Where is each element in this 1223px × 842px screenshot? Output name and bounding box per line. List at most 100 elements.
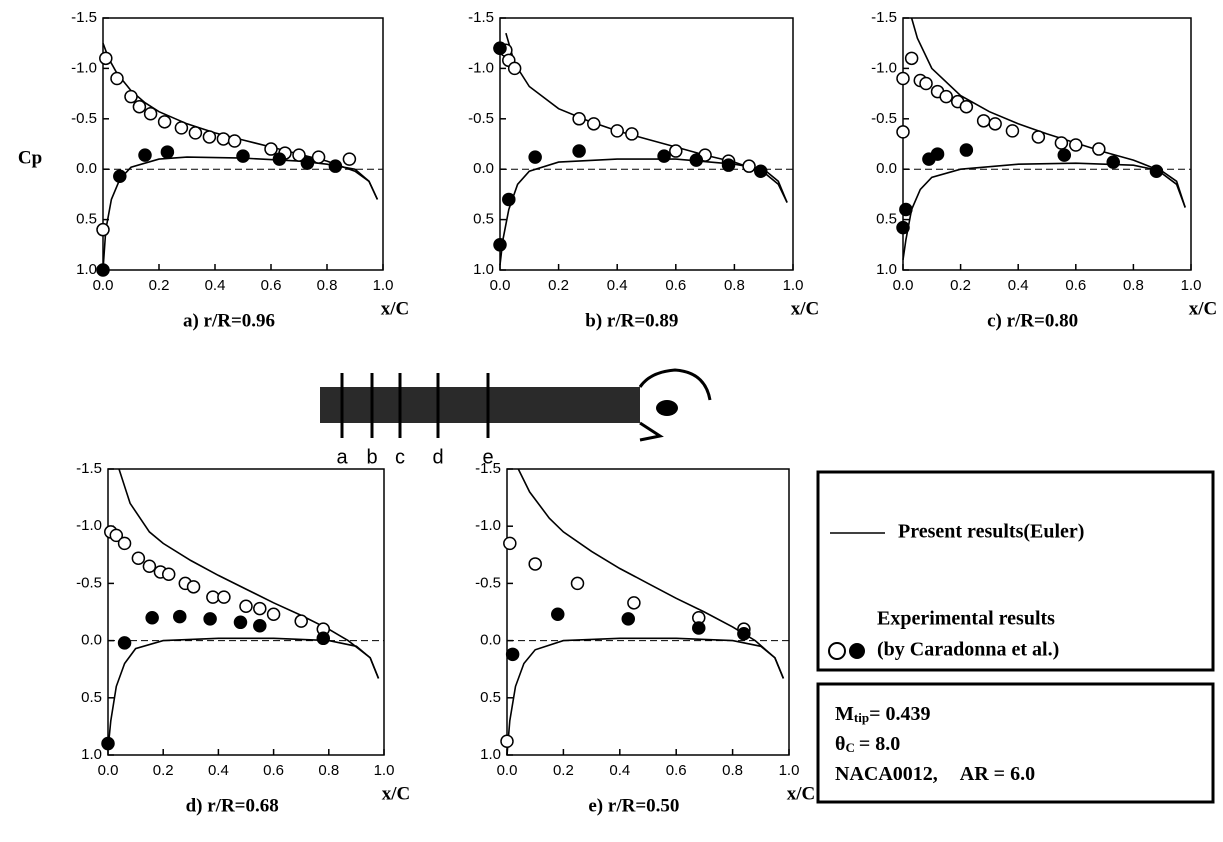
x-tick-label: 1.0 [1181, 277, 1202, 294]
filled-marker [551, 607, 565, 622]
blade-diagram: a b c d e [320, 368, 712, 468]
x-tick-label: 0.2 [153, 762, 174, 779]
open-marker [109, 528, 124, 543]
open-marker [1005, 124, 1020, 138]
open-marker [292, 148, 306, 162]
y-tick-label: -1.0 [475, 517, 501, 534]
y-tick-label: -1.5 [71, 9, 97, 26]
aspect-ratio: AR = 6.0 [960, 763, 1035, 785]
x-tick-label: 1.0 [783, 277, 804, 294]
x-tick-label: 0.4 [205, 277, 226, 294]
x-tick-label: 1.0 [373, 277, 394, 294]
filled-marker [272, 152, 287, 166]
x-tick-label: 1.0 [374, 762, 395, 779]
open-marker [186, 580, 201, 594]
station-lines [340, 373, 490, 438]
euler-line [902, 162, 1186, 261]
y-tick-label: 0.5 [480, 689, 501, 706]
euler-line [107, 637, 380, 750]
y-tick-label: 0.0 [473, 160, 494, 177]
filled-marker [101, 736, 115, 751]
open-marker [528, 557, 542, 571]
chart-title: b) r/R=0.89 [585, 310, 678, 331]
filled-marker [1106, 155, 1120, 169]
filled-marker [493, 41, 507, 55]
euler-line [517, 468, 785, 679]
open-marker [217, 590, 231, 604]
filled-marker [896, 220, 910, 235]
y-tick-label: -1.5 [468, 9, 494, 26]
y-tick-label: 0.0 [480, 632, 501, 649]
x-tick-label: 0.8 [317, 277, 338, 294]
symbol: M [835, 703, 854, 725]
open-marker [610, 124, 624, 138]
open-marker [96, 222, 110, 237]
open-marker [1069, 138, 1083, 152]
legend-box [816, 470, 1215, 672]
airfoil: NACA0012, [835, 763, 938, 785]
open-marker [143, 107, 158, 121]
y-tick-label: 0.5 [76, 211, 97, 228]
chart-title: d) r/R=0.68 [186, 795, 279, 816]
filled-marker [236, 149, 250, 163]
chart: -1.5-1.0-0.50.00.51.00.0 0.2 0.4 0.6 0.8 1.0x… [468, 9, 819, 331]
x-axis-label: x/C [382, 783, 411, 804]
open-marker [500, 734, 514, 749]
filled-marker [145, 610, 159, 625]
x-tick-label: 0.6 [665, 277, 686, 294]
open-marker [99, 51, 113, 66]
filled-marker [899, 202, 913, 217]
x-tick-label: 0.2 [950, 277, 971, 294]
y-tick-label: 0.5 [876, 211, 897, 228]
open-marker [294, 614, 308, 628]
station-label: b [366, 446, 377, 468]
x-tick-label: 0.2 [149, 277, 170, 294]
open-marker [161, 567, 176, 581]
filled-marker [657, 149, 671, 163]
filled-marker [721, 158, 736, 172]
x-tick-label: 0.8 [722, 762, 743, 779]
filled-marker [1149, 164, 1164, 178]
filled-marker [505, 647, 520, 662]
x-tick-label: 0.6 [261, 277, 282, 294]
legend-label: Experimental results [877, 608, 1055, 630]
y-tick-label: -0.5 [76, 574, 102, 591]
filled-marker [737, 626, 751, 641]
filled-marker [689, 153, 704, 167]
hub [656, 400, 678, 416]
conditions-box [816, 682, 1215, 804]
y-tick-label: -1.0 [871, 59, 897, 76]
filled-marker [173, 609, 187, 624]
open-marker [342, 152, 357, 166]
plot-frame [902, 17, 1192, 271]
symbol: θ [835, 733, 845, 755]
y-tick-label: -1.5 [76, 460, 102, 477]
station-label: a [336, 446, 348, 468]
open-marker [132, 99, 147, 114]
plot-frame [499, 17, 794, 271]
euler-line [102, 42, 379, 200]
open-marker [742, 159, 756, 173]
chart: -1.5-1.0-0.50.00.51.00.0 0.2 0.4 0.6 0.8 1.0x… [18, 9, 409, 331]
filled-marker [328, 159, 343, 173]
open-marker [896, 71, 910, 86]
value: = 0.439 [869, 703, 930, 725]
y-tick-label: -0.5 [468, 110, 494, 127]
open-marker [627, 596, 641, 610]
plot-frame [506, 468, 790, 756]
y-tick-label: 0.0 [876, 160, 897, 177]
chart: -1.5-1.0-0.50.00.51.00.0 0.2 0.4 0.6 0.8 1.0x… [76, 460, 410, 816]
chart-title: c) r/R=0.80 [987, 310, 1078, 331]
x-tick-label: 0.4 [1008, 277, 1029, 294]
legend-filled-marker [849, 643, 865, 659]
open-marker [131, 551, 146, 565]
legend-label: Present results(Euler) [898, 521, 1084, 543]
open-marker [904, 51, 919, 66]
filled-marker [117, 636, 132, 650]
x-tick-label: 0.6 [1065, 277, 1086, 294]
value: = 8.0 [859, 733, 900, 755]
y-tick-label: -0.5 [475, 574, 501, 591]
x-tick-label: 0.4 [208, 762, 229, 779]
filled-marker [316, 631, 331, 646]
